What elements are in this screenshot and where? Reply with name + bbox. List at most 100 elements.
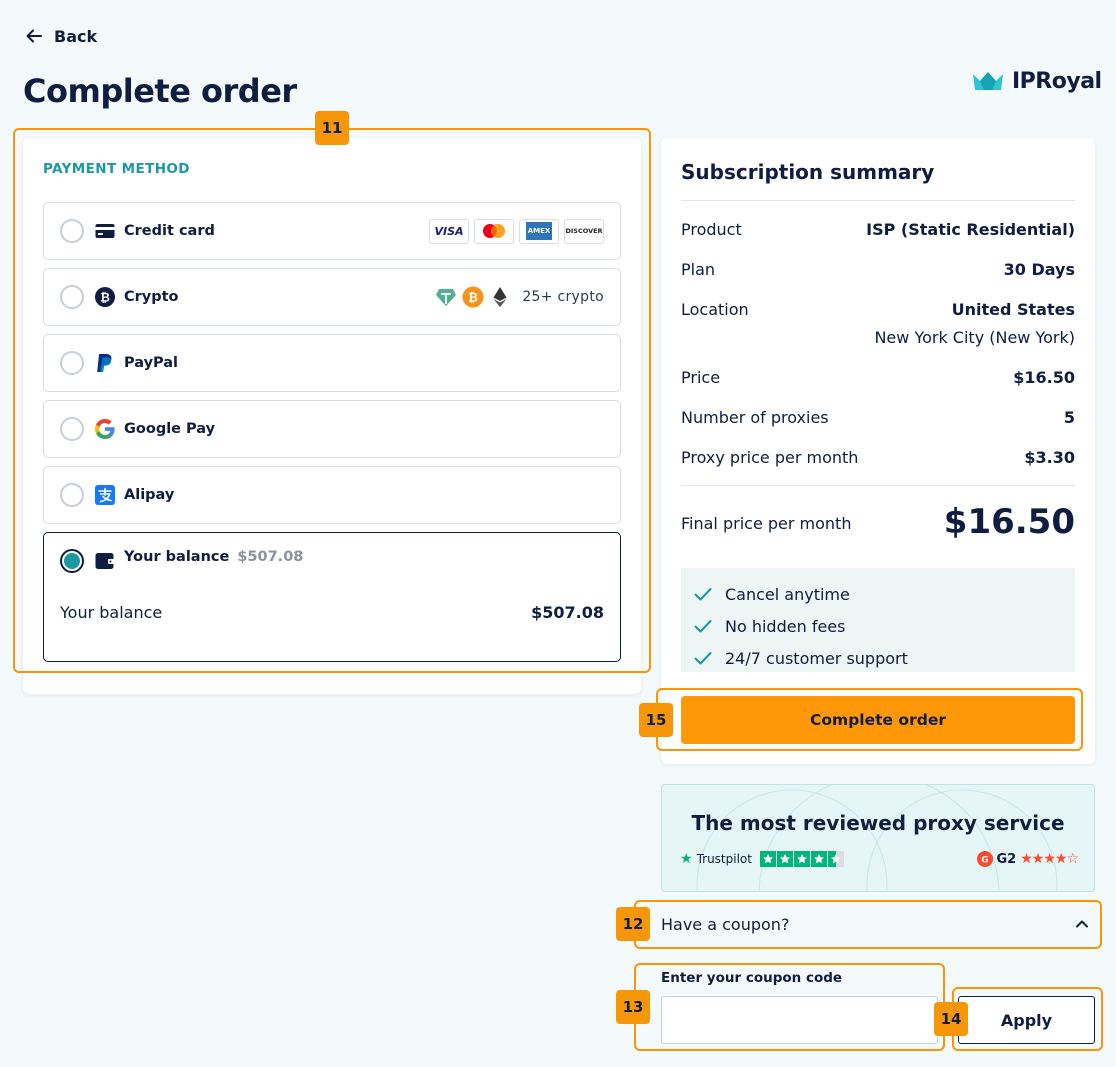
row-value: 30 Days [1003, 260, 1075, 279]
benefit-item: 24/7 customer support [693, 642, 1063, 674]
svg-text:₿: ₿ [468, 291, 478, 305]
balance-row-label: Your balance [60, 603, 163, 622]
brand-logo: IPRoyal [972, 66, 1102, 96]
g2-rating: G G2 ★★★★☆ [976, 851, 1079, 867]
discover-icon: DISCOVER [564, 218, 604, 244]
summary-row-location: Location United States [681, 300, 1075, 319]
location-subtext: New York City (New York) [874, 328, 1075, 347]
option-label: Crypto [124, 289, 179, 305]
summary-row-proxies: Number of proxies 5 [681, 408, 1075, 427]
wallet-icon [94, 550, 116, 572]
google-icon [94, 418, 116, 440]
page-title: Complete order [23, 72, 297, 110]
balance-row-value: $507.08 [531, 603, 604, 622]
balance-inline-amount: $507.08 [237, 549, 304, 565]
row-value: ISP (Static Residential) [866, 220, 1075, 239]
crypto-icons: ₿ 25+ crypto [435, 269, 604, 325]
coupon-field-label: Enter your coupon code [661, 970, 843, 986]
brand-name: IPRoyal [1012, 68, 1102, 94]
row-label: Plan [681, 260, 716, 279]
annotation-badge: 14 [934, 1002, 968, 1036]
radio-button[interactable] [60, 219, 84, 243]
decorative-circles [696, 785, 1058, 891]
payment-option-google-pay[interactable]: Google Pay [43, 400, 621, 458]
balance-row: Your balance $507.08 [60, 603, 604, 622]
payment-option-alipay[interactable]: Alipay [43, 466, 621, 524]
row-value: $16.50 [1013, 368, 1075, 387]
svg-text:G: G [981, 856, 988, 866]
annotation-badge: 11 [315, 111, 349, 145]
summary-row-plan: Plan 30 Days [681, 260, 1075, 279]
payment-option-crypto[interactable]: ₿ Crypto ₿ 25+ crypto [43, 268, 621, 326]
check-icon [694, 620, 712, 633]
ethereum-icon [493, 287, 507, 307]
annotation-badge: 15 [639, 703, 673, 737]
summary-row-product: Product ISP (Static Residential) [681, 220, 1075, 239]
row-label: Proxy price per month [681, 448, 859, 467]
payment-option-balance[interactable]: Your balance $507.08 Your balance $507.0… [43, 532, 621, 662]
check-icon [694, 652, 712, 665]
trustpilot-rating: ★ Trustpilot [680, 851, 844, 867]
row-label: Location [681, 300, 749, 319]
option-label: Credit card [124, 223, 215, 239]
benefit-item: Cancel anytime [693, 578, 1063, 610]
coupon-code-input[interactable] [661, 996, 938, 1044]
final-price-value: $16.50 [943, 502, 1075, 542]
tether-icon [436, 289, 457, 306]
coupon-toggle[interactable]: Have a coupon? [661, 904, 1095, 944]
row-label: Price [681, 368, 721, 387]
bitcoin-icon: ₿ [94, 286, 116, 308]
radio-button-selected[interactable] [60, 549, 84, 573]
summary-title: Subscription summary [681, 160, 935, 184]
g2-label: G2 [996, 851, 1017, 867]
row-label: Product [681, 220, 742, 239]
divider [681, 485, 1075, 486]
arrow-left-icon [26, 29, 42, 43]
option-label: Your balance [124, 549, 230, 565]
g2-logo-icon: G [976, 851, 993, 867]
row-value: United States [951, 300, 1075, 319]
crown-icon [973, 72, 1003, 90]
option-label: PayPal [124, 355, 179, 371]
radio-button[interactable] [60, 351, 84, 375]
card-brands: VISA AMEX DISCOVER [429, 203, 604, 259]
row-label: Number of proxies [681, 408, 829, 427]
benefits-box: Cancel anytime No hidden fees 24/7 custo… [681, 568, 1075, 672]
chevron-up-icon [1076, 920, 1088, 928]
summary-row-proxy-price: Proxy price per month $3.30 [681, 448, 1075, 467]
coupon-toggle-label: Have a coupon? [661, 914, 790, 934]
trustpilot-stars [759, 851, 844, 867]
payment-option-paypal[interactable]: PayPal [43, 334, 621, 392]
trustpilot-label: Trustpilot [696, 852, 752, 866]
radio-button[interactable] [60, 285, 84, 309]
benefit-item: No hidden fees [693, 610, 1063, 642]
divider [681, 200, 1075, 201]
back-label: Back [54, 26, 98, 46]
payment-method-label: PAYMENT METHOD [43, 161, 190, 177]
radio-button[interactable] [60, 483, 84, 507]
annotation-badge: 12 [616, 907, 650, 941]
alipay-icon [94, 484, 116, 506]
check-icon [694, 588, 712, 601]
apply-button[interactable]: Apply [958, 996, 1095, 1044]
back-link[interactable]: Back [24, 24, 97, 48]
payment-option-credit-card[interactable]: Credit card VISA AMEX DISCOVER [43, 202, 621, 260]
review-title: The most reviewed proxy service [691, 811, 1065, 835]
g2-stars: ★★★★☆ [1020, 851, 1079, 867]
review-banner: The most reviewed proxy service ★ Trustp… [661, 784, 1095, 892]
option-label: Google Pay [124, 421, 216, 437]
svg-text:₿: ₿ [100, 291, 110, 305]
visa-icon: VISA [429, 218, 469, 244]
row-value: 5 [1063, 408, 1075, 427]
complete-order-button[interactable]: Complete order [681, 696, 1075, 744]
trustpilot-star-icon: ★ [680, 851, 693, 867]
bitcoin-coin-icon: ₿ [462, 286, 484, 308]
summary-row-price: Price $16.50 [681, 368, 1075, 387]
radio-button[interactable] [60, 417, 84, 441]
row-value: $3.30 [1024, 448, 1075, 467]
crypto-more-text: 25+ crypto [522, 289, 604, 305]
mastercard-icon [474, 218, 514, 244]
credit-card-icon [94, 220, 116, 242]
annotation-badge: 13 [616, 990, 650, 1024]
final-price-label: Final price per month [681, 514, 852, 533]
